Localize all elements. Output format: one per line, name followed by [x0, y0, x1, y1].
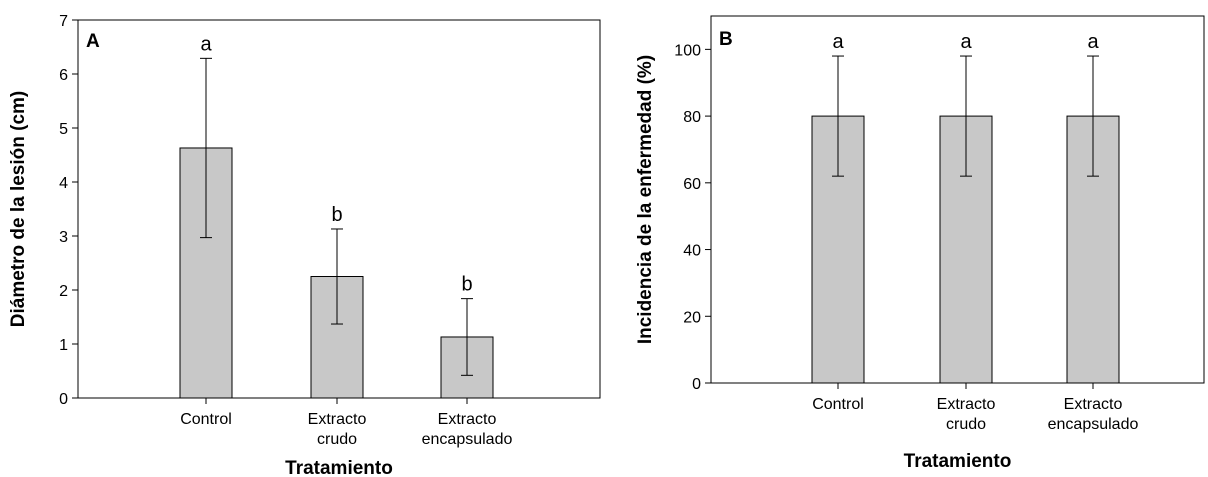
- y-tick-label: 40: [683, 243, 701, 260]
- y-tick-label: 5: [59, 121, 68, 138]
- y-axis-label: Diámetro de la lesión (cm): [8, 91, 29, 328]
- y-axis-label: Incidencia de la enfermedad (%): [635, 55, 656, 344]
- x-tick-label: encapsulado: [422, 431, 513, 448]
- y-tick-label: 7: [59, 13, 68, 30]
- x-tick-label: Control: [180, 411, 232, 428]
- x-tick-label: crudo: [946, 416, 986, 433]
- significance-label: a: [200, 33, 212, 55]
- y-tick-label: 6: [59, 67, 68, 84]
- x-tick-label: Extracto: [1064, 396, 1123, 413]
- significance-label: b: [331, 204, 342, 226]
- x-tick-label: Control: [812, 396, 864, 413]
- y-tick-label: 100: [674, 42, 701, 59]
- x-tick-label: Extracto: [937, 396, 996, 413]
- significance-label: b: [461, 274, 472, 296]
- significance-label: a: [832, 31, 844, 53]
- y-tick-label: 4: [59, 175, 68, 192]
- chart-panel-b: 0 20 40 60 80 100 a Control a Extracto crudo a Extra…: [635, 15, 1205, 472]
- y-tick-label: 20: [683, 309, 701, 326]
- y-tick-label: 0: [692, 376, 701, 393]
- y-tick-label: 1: [59, 337, 68, 354]
- x-tick-label: Extracto: [308, 411, 367, 428]
- x-axis-label: Tratamiento: [904, 451, 1012, 472]
- x-tick-label: Extracto: [438, 411, 497, 428]
- y-tick-label: 2: [59, 283, 68, 300]
- y-tick-label: 3: [59, 229, 68, 246]
- chart-panel-a: 0 1 2 3 4 5 6 7 a Control b Extracto crudo b Extracto e…: [8, 13, 601, 477]
- significance-label: a: [1087, 31, 1099, 53]
- x-tick-label: crudo: [317, 431, 357, 448]
- x-axis-label: Tratamiento: [285, 458, 393, 477]
- panel-label: A: [86, 31, 100, 52]
- panel-label: B: [719, 29, 733, 50]
- y-tick-label: 80: [683, 109, 701, 126]
- x-tick-label: encapsulado: [1048, 416, 1139, 433]
- y-tick-label: 0: [59, 391, 68, 408]
- y-tick-label: 60: [683, 176, 701, 193]
- significance-label: a: [960, 31, 972, 53]
